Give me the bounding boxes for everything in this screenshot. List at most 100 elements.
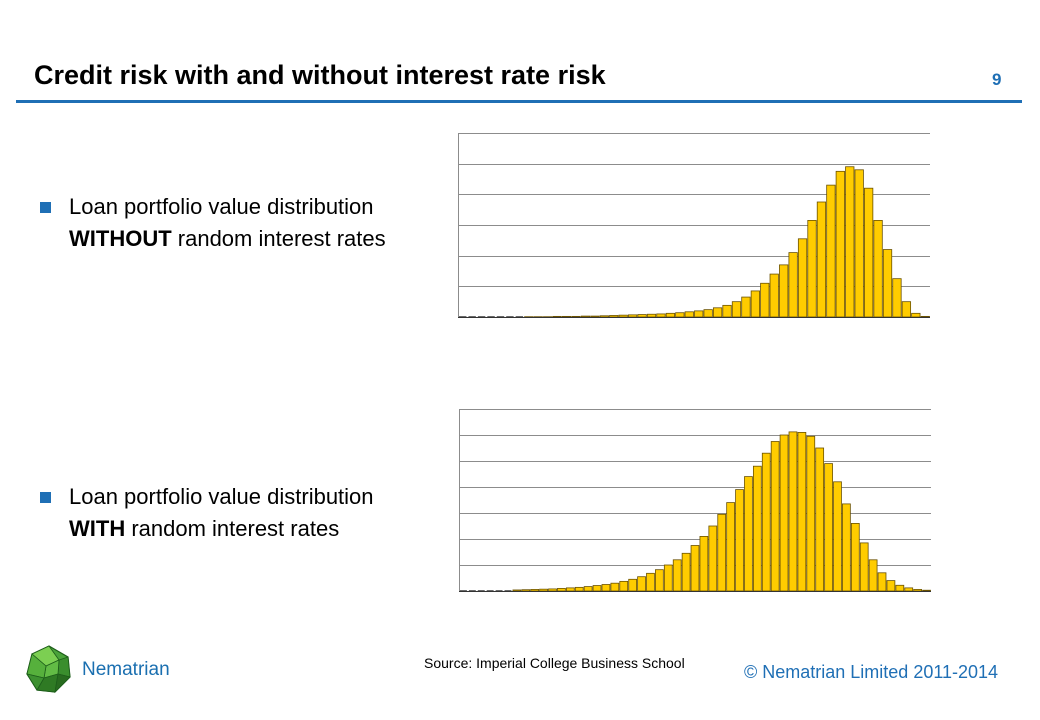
histogram-bar: [561, 315, 572, 318]
histogram-bar: [760, 282, 770, 318]
bullet-square-icon: [40, 492, 51, 503]
histogram-bar: [539, 588, 548, 592]
histogram-bar: [877, 572, 887, 592]
histogram-bar: [708, 525, 718, 592]
histogram-bar: [779, 434, 789, 592]
histogram-bar: [850, 523, 860, 592]
histogram-bar: [637, 576, 646, 592]
histogram-bar: [901, 301, 912, 318]
histogram-bar: [752, 465, 762, 592]
histogram-bar: [521, 589, 531, 592]
histogram-bar: [717, 513, 727, 592]
histogram-bar: [583, 586, 593, 592]
histogram-bar: [920, 315, 930, 318]
histogram-bar: [712, 307, 723, 318]
histogram-bar: [859, 542, 869, 592]
histogram-bar: [609, 315, 619, 318]
histogram-bar: [807, 220, 817, 318]
histogram-bar: [868, 559, 878, 592]
bullet-text: Loan portfolio value distribution WITHOU…: [69, 194, 386, 251]
chart-without-interest-rates: [458, 133, 930, 318]
histogram-bar: [628, 314, 638, 318]
histogram-bar: [665, 312, 676, 318]
bullet-with: Loan portfolio value distribution WITH r…: [40, 481, 390, 545]
histogram-bar: [779, 264, 789, 318]
histogram-bar: [835, 170, 845, 318]
histogram-bar: [741, 296, 751, 318]
histogram-bar: [913, 589, 923, 592]
histogram-bar: [663, 564, 673, 592]
bullet-text: Loan portfolio value distribution WITH r…: [69, 484, 374, 541]
copyright: © Nematrian Limited 2011-2014: [744, 662, 999, 682]
histogram-bar: [557, 587, 566, 592]
histogram-bar: [892, 278, 902, 318]
histogram-bar: [842, 503, 851, 592]
histogram-bar: [699, 536, 709, 592]
histogram-bar: [788, 252, 798, 318]
histogram-bar: [690, 545, 700, 592]
histogram-bar: [797, 431, 807, 592]
histogram-bar: [769, 273, 779, 318]
histogram-bar: [610, 582, 620, 592]
histogram-bar: [619, 580, 629, 592]
histogram-bar: [806, 435, 816, 592]
histogram-bar: [864, 187, 874, 318]
histogram-bar: [833, 481, 842, 592]
histogram-bar: [628, 578, 638, 592]
histogram-bar: [886, 580, 896, 592]
histogram-bar: [703, 309, 713, 318]
histogram-bar: [788, 431, 798, 592]
histogram-bar: [637, 314, 647, 318]
histogram-bar: [601, 584, 611, 592]
bullet-square-icon: [40, 202, 51, 213]
histogram-bar: [882, 249, 893, 318]
title-divider: [16, 100, 1022, 103]
histogram-bar: [548, 588, 557, 592]
histogram-bar: [770, 441, 780, 592]
histogram-bar: [744, 476, 753, 592]
histogram-bar: [726, 502, 735, 592]
histogram-bar: [845, 166, 855, 318]
histogram-bar: [646, 313, 657, 318]
histogram-bar: [565, 587, 575, 592]
histogram-bar: [922, 589, 931, 592]
histogram-bar: [750, 290, 760, 318]
histogram-bar: [681, 552, 691, 592]
histogram-bar: [761, 452, 771, 592]
histogram-bar: [731, 301, 742, 318]
page-number: 9: [992, 70, 1002, 89]
histogram-bar: [895, 584, 905, 592]
histogram-bar: [854, 169, 864, 318]
histogram-bar: [722, 304, 732, 318]
histogram-bar: [656, 313, 666, 318]
histogram-bar: [735, 489, 744, 592]
histogram-bar: [530, 589, 540, 592]
histogram-bar: [590, 315, 600, 318]
histogram-bar: [599, 315, 609, 318]
histogram-bar: [824, 463, 833, 592]
histogram-bar: [672, 559, 682, 592]
histogram-bar: [655, 569, 664, 592]
histogram-bar: [580, 315, 591, 318]
slide-title: Credit risk with and without interest ra…: [34, 60, 606, 90]
histogram-bar: [552, 315, 562, 318]
footer-brand: Nematrian: [82, 659, 170, 680]
histogram-bar: [911, 312, 921, 318]
histogram-bar: [694, 310, 704, 318]
histogram-bar: [797, 238, 808, 318]
bullet-without: Loan portfolio value distribution WITHOU…: [40, 191, 390, 255]
nematrian-logo-icon: [26, 645, 71, 694]
source-note: Source: Imperial College Business School: [424, 655, 685, 671]
histogram-bar: [574, 586, 584, 592]
histogram-bar: [512, 589, 522, 592]
histogram-bar: [646, 572, 655, 592]
histogram-bar: [815, 447, 825, 592]
histogram-bar: [675, 312, 685, 318]
histogram-bar: [873, 220, 883, 318]
histogram-bar: [618, 314, 628, 318]
histogram-bar: [826, 184, 836, 318]
histogram-bar: [904, 587, 914, 592]
histogram-bar: [816, 201, 827, 318]
histogram-bar: [684, 311, 694, 318]
chart-with-interest-rates: [459, 409, 931, 592]
